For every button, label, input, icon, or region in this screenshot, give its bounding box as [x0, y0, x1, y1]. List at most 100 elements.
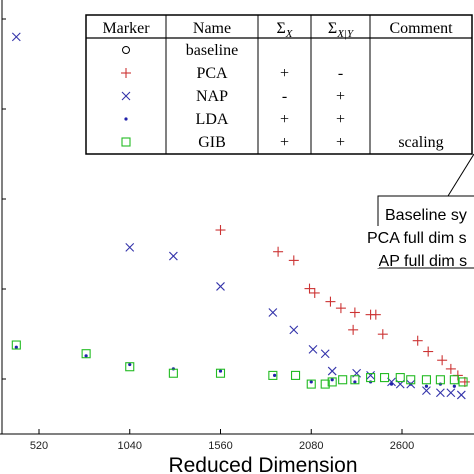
legend-sigma-xy: + — [336, 134, 345, 151]
point-gib — [168, 368, 178, 378]
point-nap — [216, 282, 225, 291]
point-gib — [458, 377, 468, 387]
point-pca — [412, 335, 423, 346]
legend-marker — [121, 91, 131, 101]
annotation-line: PCA full dim s — [367, 230, 467, 247]
point-gib — [366, 373, 376, 383]
point-nap — [436, 388, 445, 398]
point-gib — [350, 375, 360, 385]
point-nap — [125, 242, 135, 252]
point-gib — [320, 379, 330, 389]
point-pca — [273, 246, 284, 257]
legend-header-cell: Name — [193, 20, 231, 37]
point-gib — [395, 373, 405, 383]
point-pca — [288, 255, 299, 266]
point-gib — [421, 375, 431, 385]
legend-comment: scaling — [398, 134, 443, 151]
point-nap — [320, 349, 330, 359]
point-nap — [268, 308, 278, 317]
point-gib — [290, 370, 301, 380]
point-nap — [11, 32, 21, 42]
legend-name: LDA — [196, 111, 229, 128]
point-pca — [445, 363, 456, 374]
legend-row: GIB + + scaling — [121, 134, 444, 151]
point-nap — [456, 390, 466, 400]
legend-sigma-xy: + — [336, 111, 345, 128]
point-pca — [348, 324, 359, 335]
point-pca — [309, 287, 320, 298]
legend-sigma-x: - — [282, 88, 287, 105]
point-gib — [268, 370, 278, 380]
legend-sigma-x: + — [280, 65, 289, 82]
legend-row: LDA + + — [124, 111, 345, 128]
point-lda — [309, 380, 313, 384]
legend-header-cell: Marker — [102, 20, 150, 37]
annotation-frame — [377, 195, 474, 269]
point-gib — [215, 368, 226, 378]
point-lda — [389, 382, 394, 386]
legend-row: PCA + - — [121, 65, 343, 82]
point-gib — [306, 379, 316, 389]
legend-marker — [122, 46, 130, 54]
point-gib — [327, 377, 337, 387]
legend-name: NAP — [196, 88, 228, 105]
point-pca — [370, 309, 381, 320]
point-nap — [289, 325, 299, 335]
legend-sigma-x: + — [280, 111, 289, 128]
series-pca — [215, 225, 470, 387]
point-lda — [353, 380, 357, 384]
annotation-line: NAP full dim s — [367, 253, 467, 270]
x-tick-label: 1040 — [118, 440, 142, 452]
x-tick-label: 520 — [30, 440, 48, 452]
x-tick-label: 2600 — [390, 440, 414, 452]
point-gib — [11, 340, 21, 350]
annotation-line: Baseline sy — [385, 207, 467, 224]
point-nap — [327, 366, 337, 376]
legend-name: baseline — [186, 42, 238, 59]
point-nap — [422, 386, 431, 395]
legend-marker — [124, 117, 128, 121]
annotation-box: Baseline sy NAP full dim s PCA full dim s — [362, 153, 474, 270]
point-pca — [325, 296, 336, 307]
point-pca — [437, 355, 448, 366]
point-pca — [335, 303, 346, 314]
legend-row: baseline — [122, 42, 238, 59]
point-nap — [446, 388, 456, 398]
series-lda — [14, 345, 456, 388]
point-pca — [377, 329, 388, 340]
point-pca — [304, 283, 315, 294]
series-nap — [11, 32, 466, 400]
point-pca — [423, 346, 434, 357]
annotation-pointer — [447, 153, 474, 197]
point-lda — [330, 378, 334, 382]
annotation-text-backdrop — [362, 226, 379, 268]
point-nap — [308, 344, 318, 354]
x-tick-label: 1560 — [208, 440, 232, 452]
point-lda — [128, 362, 132, 367]
x-axis: 520 1040 1560 2080 2600 — [0, 0, 474, 452]
point-lda — [14, 345, 18, 349]
point-gib — [435, 375, 445, 385]
legend-sigma-xy: + — [336, 88, 345, 105]
legend-sigma-xy: - — [338, 65, 343, 82]
point-gib — [406, 375, 416, 385]
point-gib — [449, 375, 459, 385]
legend-name: GIB — [198, 134, 226, 151]
legend-name: PCA — [196, 65, 228, 82]
point-lda — [218, 369, 223, 373]
series-gib — [11, 340, 468, 389]
point-gib — [379, 373, 390, 383]
legend-row: NAP - + — [121, 88, 345, 105]
point-lda — [84, 354, 88, 358]
x-axis-label: Reduced Dimension — [168, 454, 357, 474]
point-pca — [459, 376, 470, 387]
point-pca — [349, 307, 360, 318]
legend-header-cell: Comment — [389, 20, 453, 37]
point-lda — [424, 384, 429, 388]
point-gib — [81, 349, 91, 359]
legend-sigma-x: + — [280, 134, 289, 151]
point-gib — [338, 375, 348, 385]
point-pca — [215, 225, 226, 236]
